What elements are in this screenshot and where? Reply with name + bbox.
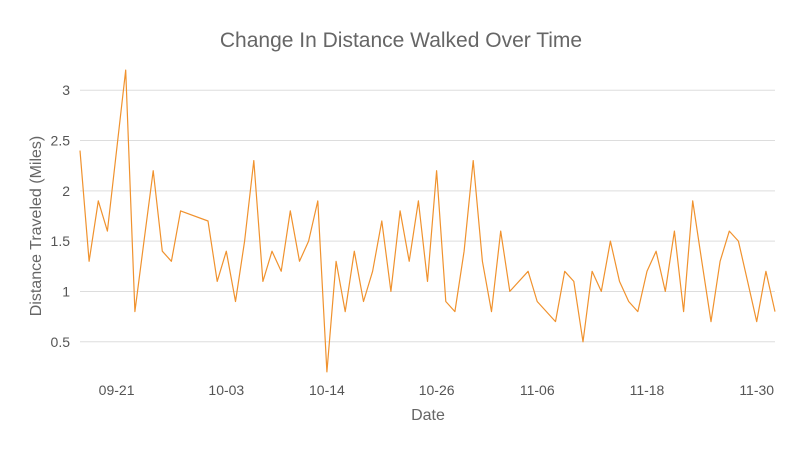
data-point[interactable] (662, 288, 668, 294)
x-tick-label: 10-26 (419, 382, 455, 398)
data-point[interactable] (425, 278, 431, 284)
data-point[interactable] (232, 299, 238, 305)
data-point[interactable] (653, 248, 659, 254)
data-point[interactable] (333, 258, 339, 264)
y-axis-label: Distance Traveled (Miles) (28, 136, 45, 317)
data-point[interactable] (397, 208, 403, 214)
y-tick-label: 1 (62, 283, 70, 299)
data-point[interactable] (360, 299, 366, 305)
data-point[interactable] (452, 309, 458, 315)
y-tick-label: 2 (62, 183, 70, 199)
data-point[interactable] (717, 258, 723, 264)
data-point[interactable] (525, 268, 531, 274)
data-point[interactable] (644, 268, 650, 274)
data-point[interactable] (735, 238, 741, 244)
data-point[interactable] (553, 319, 559, 325)
data-point[interactable] (406, 258, 412, 264)
x-tick-label: 10-03 (208, 382, 244, 398)
y-tick-label: 1.5 (51, 233, 71, 249)
data-point[interactable] (205, 218, 211, 224)
data-point[interactable] (745, 278, 751, 284)
series-layer (77, 67, 778, 375)
data-point[interactable] (571, 278, 577, 284)
data-point[interactable] (607, 238, 613, 244)
x-axis-ticks: 09-21 10-03 10-14 10-26 11-06 11-18 11-30 (99, 382, 775, 398)
data-point[interactable] (379, 218, 385, 224)
data-point[interactable] (150, 168, 156, 174)
series-line (79, 69, 776, 373)
data-point[interactable] (598, 288, 604, 294)
data-point[interactable] (242, 238, 248, 244)
data-point[interactable] (132, 309, 138, 315)
data-point[interactable] (278, 268, 284, 274)
data-point[interactable] (223, 248, 229, 254)
data-point[interactable] (461, 248, 467, 254)
chart-title: Change In Distance Walked Over Time (220, 29, 582, 52)
x-tick-label: 11-06 (520, 382, 555, 398)
data-point[interactable] (763, 268, 769, 274)
data-point[interactable] (141, 238, 147, 244)
y-tick-label: 0.5 (51, 334, 71, 350)
data-point[interactable] (470, 158, 476, 164)
data-point[interactable] (351, 248, 357, 254)
data-point[interactable] (443, 299, 449, 305)
data-point[interactable] (287, 208, 293, 214)
data-point[interactable] (168, 258, 174, 264)
data-point[interactable] (772, 309, 778, 315)
data-point[interactable] (498, 228, 504, 234)
data-point[interactable] (681, 309, 687, 315)
data-point[interactable] (415, 198, 421, 204)
y-axis-ticks: 0.5 1 1.5 2 2.5 3 (51, 82, 71, 350)
x-axis-label: Date (411, 407, 445, 424)
data-point[interactable] (754, 319, 760, 325)
data-point[interactable] (617, 278, 623, 284)
data-point[interactable] (77, 148, 83, 154)
data-point[interactable] (123, 67, 129, 73)
x-tick-label: 11-30 (739, 382, 774, 398)
data-point[interactable] (370, 268, 376, 274)
data-point[interactable] (104, 228, 110, 234)
data-point[interactable] (315, 198, 321, 204)
data-point[interactable] (580, 339, 586, 345)
data-point[interactable] (178, 208, 184, 214)
data-point[interactable] (726, 228, 732, 234)
data-point[interactable] (562, 268, 568, 274)
y-tick-label: 3 (62, 82, 70, 98)
data-point[interactable] (489, 309, 495, 315)
data-point[interactable] (690, 198, 696, 204)
data-point[interactable] (86, 258, 92, 264)
data-point[interactable] (269, 248, 275, 254)
data-point[interactable] (296, 258, 302, 264)
data-point[interactable] (507, 288, 513, 294)
gridlines (80, 89, 775, 343)
data-point[interactable] (342, 309, 348, 315)
data-point[interactable] (626, 299, 632, 305)
data-point[interactable] (388, 288, 394, 294)
y-tick-label: 2.5 (51, 133, 71, 149)
data-point[interactable] (708, 319, 714, 325)
x-tick-label: 11-18 (630, 382, 665, 398)
data-point[interactable] (214, 278, 220, 284)
data-point[interactable] (95, 198, 101, 204)
data-point[interactable] (306, 238, 312, 244)
data-point[interactable] (635, 309, 641, 315)
x-tick-label: 10-14 (309, 382, 345, 398)
data-point[interactable] (589, 268, 595, 274)
data-point[interactable] (260, 278, 266, 284)
data-point[interactable] (324, 369, 330, 375)
data-point[interactable] (671, 228, 677, 234)
x-tick-label: 09-21 (99, 382, 135, 398)
data-point[interactable] (699, 258, 705, 264)
data-point[interactable] (479, 258, 485, 264)
data-point[interactable] (159, 248, 165, 254)
data-point[interactable] (251, 158, 257, 164)
data-point[interactable] (534, 299, 540, 305)
data-point[interactable] (434, 168, 440, 174)
